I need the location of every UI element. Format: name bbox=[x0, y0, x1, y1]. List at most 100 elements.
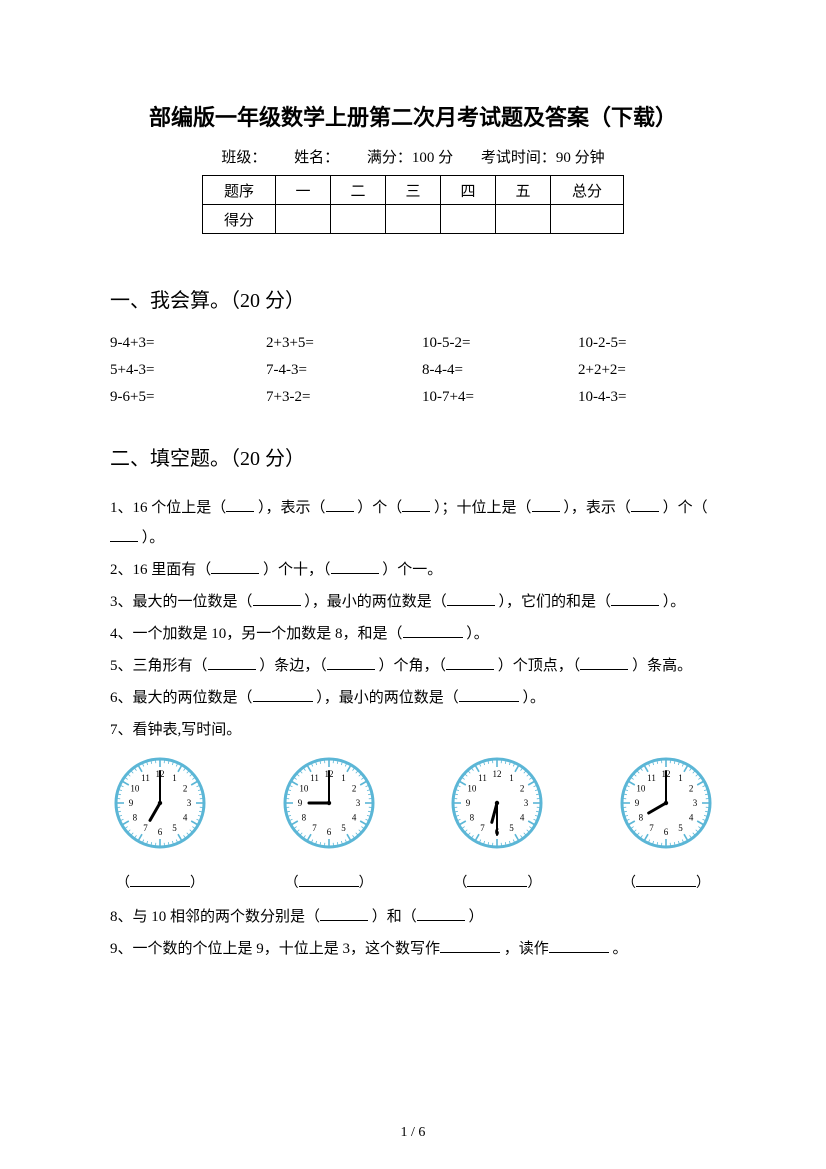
page-number: 1 / 6 bbox=[0, 1125, 826, 1141]
page-title: 部编版一年级数学上册第二次月考试题及答案（下载） bbox=[110, 100, 716, 132]
blank bbox=[320, 906, 368, 921]
blank bbox=[631, 497, 659, 512]
svg-text:1: 1 bbox=[510, 773, 515, 783]
blank bbox=[110, 527, 138, 542]
text: ）。 bbox=[663, 594, 686, 610]
q9: 9、一个数的个位上是 9，十位上是 3，这个数写作 ，读作 。 bbox=[110, 934, 716, 964]
score-cell bbox=[441, 205, 496, 234]
text: ）个（ bbox=[663, 500, 708, 516]
blank bbox=[549, 938, 609, 953]
text: 3、最大的一位数是（ bbox=[110, 594, 253, 610]
text: ）个顶点，（ bbox=[498, 658, 581, 674]
svg-text:10: 10 bbox=[130, 784, 140, 794]
blank bbox=[331, 559, 379, 574]
blank bbox=[446, 655, 494, 670]
score-table-score-row: 得分 bbox=[203, 205, 624, 234]
svg-text:8: 8 bbox=[133, 813, 138, 823]
calc-cell: 2+3+5= bbox=[266, 335, 404, 352]
clock-blank: （） bbox=[279, 870, 379, 898]
score-header-cell: 四 bbox=[441, 176, 496, 205]
clock-icon: 121234567891011 bbox=[447, 753, 547, 853]
clock-cell: 121234567891011（） bbox=[447, 753, 547, 898]
svg-text:7: 7 bbox=[312, 823, 317, 833]
score-header-cell: 二 bbox=[331, 176, 386, 205]
text: 2、16 里面有（ bbox=[110, 562, 211, 578]
calc-cell: 9-4+3= bbox=[110, 335, 248, 352]
full-score-label: 满分：100 分 bbox=[367, 146, 453, 167]
svg-text:2: 2 bbox=[352, 784, 357, 794]
score-cell bbox=[276, 205, 331, 234]
svg-text:8: 8 bbox=[470, 813, 475, 823]
text: ）个十，（ bbox=[263, 562, 331, 578]
blank bbox=[580, 655, 628, 670]
calc-cell: 8-4-4= bbox=[422, 362, 560, 379]
text: 1、16 个位上是（ bbox=[110, 500, 226, 516]
text: ）个（ bbox=[357, 500, 402, 516]
calc-cell: 10-7+4= bbox=[422, 389, 560, 406]
blank bbox=[211, 559, 259, 574]
score-cell bbox=[496, 205, 551, 234]
clock-blank: （） bbox=[616, 870, 716, 898]
calc-cell: 5+4-3= bbox=[110, 362, 248, 379]
svg-text:8: 8 bbox=[301, 813, 306, 823]
svg-text:10: 10 bbox=[299, 784, 309, 794]
svg-text:5: 5 bbox=[678, 823, 683, 833]
blank bbox=[226, 497, 254, 512]
svg-text:4: 4 bbox=[183, 813, 188, 823]
svg-text:5: 5 bbox=[172, 823, 177, 833]
text: ）个角，（ bbox=[379, 658, 447, 674]
name-label: 姓名： bbox=[294, 146, 339, 167]
svg-text:10: 10 bbox=[636, 784, 646, 794]
svg-text:3: 3 bbox=[355, 798, 360, 808]
svg-text:9: 9 bbox=[129, 798, 134, 808]
q1: 1、16 个位上是（ ），表示（ ）个（ ）；十位上是（ ），表示（ ）个（ ）… bbox=[110, 493, 716, 553]
fill-list: 1、16 个位上是（ ），表示（ ）个（ ）；十位上是（ ），表示（ ）个（ ）… bbox=[110, 493, 716, 964]
score-row-label: 得分 bbox=[203, 205, 276, 234]
svg-text:1: 1 bbox=[678, 773, 683, 783]
svg-text:3: 3 bbox=[693, 798, 698, 808]
svg-text:2: 2 bbox=[689, 784, 694, 794]
svg-text:12: 12 bbox=[493, 769, 502, 779]
calc-cell: 9-6+5= bbox=[110, 389, 248, 406]
svg-text:7: 7 bbox=[649, 823, 654, 833]
svg-text:3: 3 bbox=[524, 798, 529, 808]
text: ）和（ bbox=[372, 909, 417, 925]
text: ）。 bbox=[523, 690, 546, 706]
svg-text:7: 7 bbox=[143, 823, 148, 833]
section-2-heading: 二、填空题。（20 分） bbox=[110, 442, 716, 471]
clock-blank: （） bbox=[110, 870, 210, 898]
clock-row: 121234567891011（）121234567891011（）121234… bbox=[110, 753, 716, 898]
calc-cell: 2+2+2= bbox=[578, 362, 716, 379]
score-header-cell: 一 bbox=[276, 176, 331, 205]
text: ）条边，（ bbox=[259, 658, 327, 674]
calc-cell: 10-2-5= bbox=[578, 335, 716, 352]
score-cell bbox=[331, 205, 386, 234]
time-label: 考试时间：90 分钟 bbox=[481, 146, 605, 167]
svg-text:4: 4 bbox=[520, 813, 525, 823]
svg-text:9: 9 bbox=[635, 798, 640, 808]
svg-text:6: 6 bbox=[664, 827, 669, 837]
score-header-cell: 五 bbox=[496, 176, 551, 205]
text: ） bbox=[469, 909, 484, 925]
clock-cell: 121234567891011（） bbox=[279, 753, 379, 898]
text: 5、三角形有（ bbox=[110, 658, 208, 674]
blank bbox=[326, 497, 354, 512]
score-header-cell: 题序 bbox=[203, 176, 276, 205]
clock-icon: 121234567891011 bbox=[110, 753, 210, 853]
text: ）。 bbox=[466, 626, 489, 642]
text: ）。 bbox=[142, 530, 165, 546]
blank bbox=[447, 591, 495, 606]
text: 。 bbox=[613, 941, 628, 957]
class-label: 班级： bbox=[221, 146, 266, 167]
calc-cell: 7+3-2= bbox=[266, 389, 404, 406]
blank bbox=[208, 655, 256, 670]
section-1-heading: 一、我会算。（20 分） bbox=[110, 284, 716, 313]
svg-text:11: 11 bbox=[141, 773, 150, 783]
svg-text:11: 11 bbox=[478, 773, 487, 783]
svg-text:3: 3 bbox=[187, 798, 192, 808]
text: ）条高。 bbox=[632, 658, 692, 674]
svg-text:2: 2 bbox=[520, 784, 525, 794]
q2: 2、16 里面有（ ）个十，（ ）个一。 bbox=[110, 555, 716, 585]
clock-cell: 121234567891011（） bbox=[110, 753, 210, 898]
text: ，读作 bbox=[504, 941, 549, 957]
